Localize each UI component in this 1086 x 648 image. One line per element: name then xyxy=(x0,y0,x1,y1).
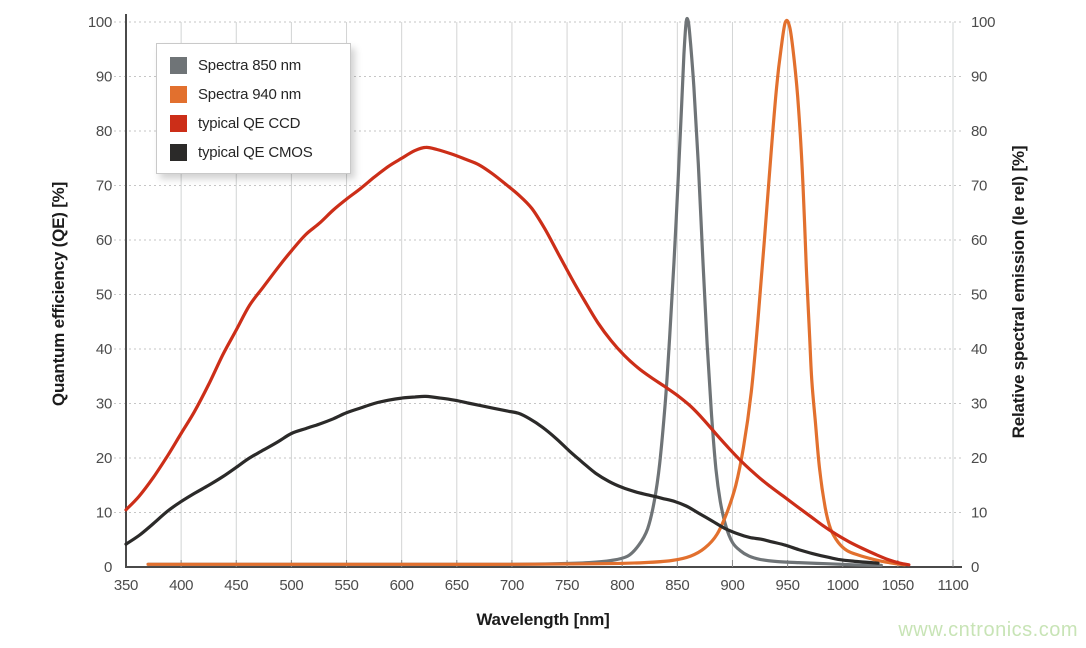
plot-layer: 350 400 450 500 550 600 650 700 750 800 850 900 950 1… xyxy=(88,14,995,594)
y-left-tick-label: 70 xyxy=(96,178,112,195)
y-left-tick-label: 100 xyxy=(88,14,112,31)
x-tick-label: 550 xyxy=(334,577,358,594)
y-right-tick-label: 100 xyxy=(971,14,995,31)
y-left-tick-label: 60 xyxy=(96,232,112,249)
y-right-tick-label: 10 xyxy=(971,505,987,522)
y-left-axis-title: Quantum efficiency (QE) [%] xyxy=(49,182,68,406)
x-tick-label: 1050 xyxy=(882,577,914,594)
legend-swatch xyxy=(170,57,187,74)
legend-item: Spectra 940 nm xyxy=(170,86,350,103)
x-tick-label: 450 xyxy=(224,577,248,594)
y-right-tick-label: 30 xyxy=(971,396,987,413)
legend-swatch xyxy=(170,115,187,132)
x-tick-label: 800 xyxy=(610,577,634,594)
y-right-tick-label: 0 xyxy=(971,559,979,576)
y-right-tick-label: 90 xyxy=(971,69,987,86)
y-left-tick-label: 80 xyxy=(96,123,112,140)
x-tick-label: 750 xyxy=(555,577,579,594)
y-right-tick-label: 20 xyxy=(971,450,987,467)
legend: Spectra 850 nm Spectra 940 nm typical QE C… xyxy=(156,43,351,174)
y-right-tick-label: 40 xyxy=(971,341,987,358)
legend-item: Spectra 850 nm xyxy=(170,57,350,74)
x-tick-label: 650 xyxy=(445,577,469,594)
x-tick-label: 600 xyxy=(390,577,414,594)
y-right-tick-label: 60 xyxy=(971,232,987,249)
series-line-typical-qe-cmos xyxy=(124,394,880,565)
y-right-tick-label: 80 xyxy=(971,123,987,140)
x-axis-title: Wavelength [nm] xyxy=(476,610,609,629)
y-left-tick-label: 50 xyxy=(96,287,112,304)
x-tick-label: 500 xyxy=(279,577,303,594)
legend-item: typical QE CCD xyxy=(170,115,350,132)
y-right-tick-label: 70 xyxy=(971,178,987,195)
y-right-axis-title: Relative spectral emission (Ie rel) [%] xyxy=(1009,146,1028,439)
x-tick-label: 1100 xyxy=(937,577,968,594)
legend-swatch xyxy=(170,144,187,161)
series-line-typical-qe-ccd xyxy=(124,145,911,567)
y-left-tick-label: 20 xyxy=(96,450,112,467)
x-tick-label: 950 xyxy=(776,577,800,594)
series-line-spectra-850-nm xyxy=(146,16,883,567)
x-tick-label: 850 xyxy=(665,577,689,594)
legend-item-label: typical QE CMOS xyxy=(198,144,313,161)
x-tick-label: 900 xyxy=(720,577,744,594)
legend-item: typical QE CMOS xyxy=(170,144,350,161)
x-tick-label: 700 xyxy=(500,577,524,594)
y-left-tick-label: 0 xyxy=(104,559,112,576)
legend-item-label: Spectra 850 nm xyxy=(198,57,302,74)
y-left-tick-label: 30 xyxy=(96,396,112,413)
x-tick-label: 1000 xyxy=(827,577,859,594)
x-tick-label: 400 xyxy=(169,577,193,594)
y-left-tick-label: 90 xyxy=(96,69,112,86)
series-line-spectra-940-nm xyxy=(146,18,907,567)
x-tick-label: 350 xyxy=(114,577,138,594)
legend-item-label: Spectra 940 nm xyxy=(198,86,302,103)
y-left-tick-label: 10 xyxy=(96,505,112,522)
legend-swatch xyxy=(170,86,187,103)
y-left-tick-label: 40 xyxy=(96,341,112,358)
legend-item-label: typical QE CCD xyxy=(198,115,301,132)
y-right-tick-label: 50 xyxy=(971,287,987,304)
watermark-text: www.cntronics.com xyxy=(897,619,1078,641)
